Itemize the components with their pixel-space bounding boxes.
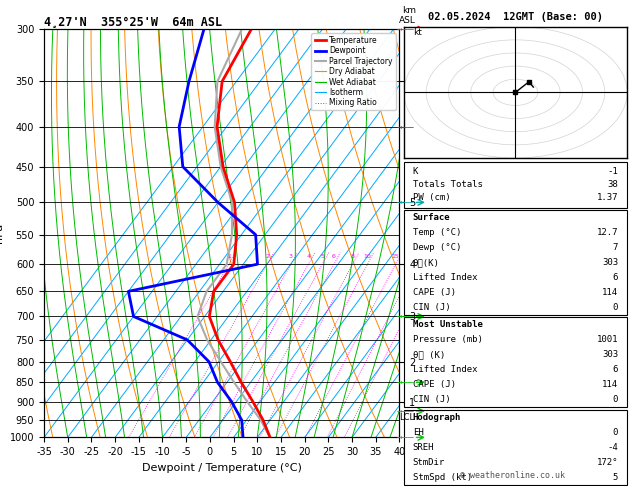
Text: →——: →—— [396, 406, 414, 416]
Text: Pressure (mb): Pressure (mb) [413, 335, 482, 345]
Text: PW (cm): PW (cm) [413, 193, 450, 202]
Text: 02.05.2024  12GMT (Base: 00): 02.05.2024 12GMT (Base: 00) [428, 12, 603, 22]
Legend: Temperature, Dewpoint, Parcel Trajectory, Dry Adiabat, Wet Adiabat, Isotherm, Mi: Temperature, Dewpoint, Parcel Trajectory… [311, 33, 396, 110]
Text: 1.37: 1.37 [597, 193, 618, 202]
Text: Dewp (°C): Dewp (°C) [413, 243, 461, 252]
Text: -4: -4 [608, 443, 618, 452]
Text: 5: 5 [613, 473, 618, 482]
Text: 4¸27'N  355°25'W  64m ASL: 4¸27'N 355°25'W 64m ASL [44, 16, 222, 29]
Text: EH: EH [413, 428, 423, 437]
Text: -1: -1 [608, 168, 618, 176]
Text: 4: 4 [306, 254, 310, 260]
Text: K: K [413, 168, 418, 176]
Text: 172°: 172° [597, 458, 618, 467]
Text: kt: kt [413, 28, 421, 36]
Text: →——: →—— [396, 24, 414, 34]
Text: LCL: LCL [399, 413, 415, 422]
Text: →——: →—— [396, 122, 414, 132]
Text: 3: 3 [289, 254, 293, 260]
Text: 8: 8 [351, 254, 355, 260]
Text: Most Unstable: Most Unstable [413, 320, 482, 330]
Text: →——: →—— [396, 312, 414, 321]
Text: 6: 6 [613, 365, 618, 374]
Text: km
ASL: km ASL [399, 6, 416, 25]
Text: 1: 1 [227, 254, 231, 260]
Text: © weatheronline.co.uk: © weatheronline.co.uk [460, 471, 565, 480]
Text: CIN (J): CIN (J) [413, 395, 450, 404]
Text: →——: →—— [396, 377, 414, 387]
Text: →——: →—— [396, 433, 414, 442]
Text: →——: →—— [396, 197, 414, 208]
Text: 0: 0 [613, 428, 618, 437]
Text: 6: 6 [332, 254, 336, 260]
Text: StmDir: StmDir [413, 458, 445, 467]
Text: Totals Totals: Totals Totals [413, 180, 482, 190]
Text: 303: 303 [602, 350, 618, 359]
Text: 15: 15 [392, 254, 399, 260]
Text: 1001: 1001 [597, 335, 618, 345]
Text: Lifted Index: Lifted Index [413, 273, 477, 282]
Text: Surface: Surface [413, 213, 450, 223]
Text: StmSpd (kt): StmSpd (kt) [413, 473, 472, 482]
Text: 2: 2 [265, 254, 269, 260]
Text: 303: 303 [602, 258, 618, 267]
Y-axis label: hPa: hPa [0, 223, 4, 243]
Text: CIN (J): CIN (J) [413, 303, 450, 312]
Text: 0: 0 [613, 303, 618, 312]
X-axis label: Dewpoint / Temperature (°C): Dewpoint / Temperature (°C) [142, 463, 302, 473]
Text: 6: 6 [613, 273, 618, 282]
Text: Lifted Index: Lifted Index [413, 365, 477, 374]
Text: 12.7: 12.7 [597, 228, 618, 237]
Text: Hodograph: Hodograph [413, 413, 461, 422]
Text: CAPE (J): CAPE (J) [413, 380, 456, 389]
Text: 114: 114 [602, 288, 618, 297]
Text: 38: 38 [608, 180, 618, 190]
Text: θᴄ(K): θᴄ(K) [413, 258, 440, 267]
Text: 0: 0 [613, 395, 618, 404]
Text: SREH: SREH [413, 443, 434, 452]
Text: CAPE (J): CAPE (J) [413, 288, 456, 297]
Text: 10: 10 [364, 254, 371, 260]
Text: 7: 7 [613, 243, 618, 252]
Text: θᴄ (K): θᴄ (K) [413, 350, 445, 359]
Text: 114: 114 [602, 380, 618, 389]
Text: Temp (°C): Temp (°C) [413, 228, 461, 237]
Text: 5: 5 [320, 254, 324, 260]
